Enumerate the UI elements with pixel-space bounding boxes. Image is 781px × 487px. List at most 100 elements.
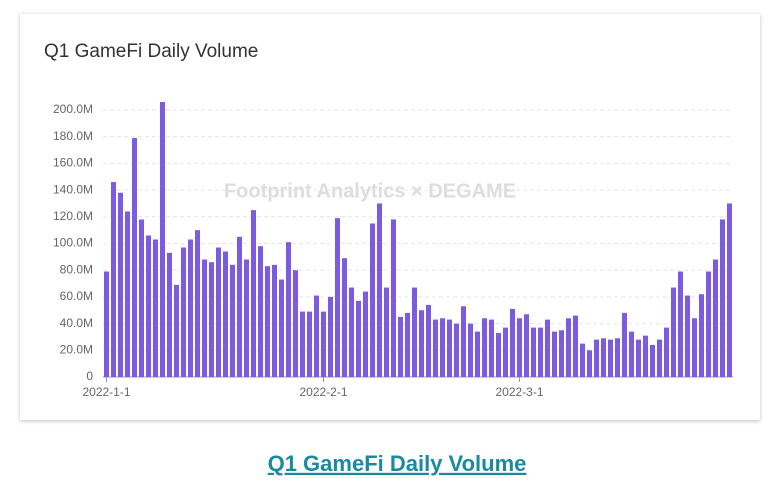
bar	[432, 319, 439, 377]
bar	[243, 259, 250, 377]
bar	[306, 311, 313, 377]
bar	[208, 262, 215, 377]
bar	[579, 343, 586, 377]
bar	[411, 287, 418, 377]
bar	[404, 312, 411, 377]
bar	[544, 319, 551, 377]
bar	[138, 219, 145, 377]
bar	[390, 219, 397, 377]
bar	[383, 287, 390, 377]
bar	[194, 230, 201, 377]
bar	[418, 310, 425, 377]
bar	[551, 331, 558, 377]
bar	[173, 284, 180, 377]
bar	[684, 295, 691, 377]
bar	[292, 270, 299, 377]
bar	[677, 271, 684, 377]
bar	[495, 332, 502, 377]
bar	[320, 311, 327, 377]
bar	[523, 314, 530, 377]
bar	[572, 315, 579, 377]
bar	[376, 203, 383, 377]
bar	[530, 327, 537, 377]
y-tick-label: 60.0M	[60, 289, 93, 303]
bar	[698, 294, 705, 377]
bar	[705, 271, 712, 377]
watermark: Footprint Analytics × DEGAME	[224, 180, 516, 202]
bar	[117, 192, 124, 377]
bar	[341, 258, 348, 377]
y-tick-label: 180.0M	[53, 129, 93, 143]
bar	[264, 266, 271, 377]
bar	[516, 318, 523, 377]
bar	[558, 330, 565, 377]
bar	[145, 235, 152, 377]
bar	[362, 291, 369, 377]
y-tick-label: 80.0M	[60, 262, 93, 276]
bar	[565, 318, 572, 377]
bar	[460, 306, 467, 377]
bar	[124, 211, 131, 377]
bar	[719, 219, 726, 377]
bar	[453, 323, 460, 377]
bar	[726, 203, 733, 377]
bar	[586, 350, 593, 377]
bar	[229, 264, 236, 377]
bar	[537, 327, 544, 377]
bar	[502, 327, 509, 377]
bar	[397, 316, 404, 377]
bar	[236, 236, 243, 377]
bar	[663, 327, 670, 377]
bar	[474, 331, 481, 377]
x-tick-label: 2022-1-1	[82, 385, 130, 399]
y-tick-label: 120.0M	[53, 209, 93, 223]
y-tick-label: 40.0M	[60, 316, 93, 330]
y-tick-label: 20.0M	[60, 342, 93, 356]
bar	[656, 339, 663, 377]
bar	[446, 319, 453, 377]
bar	[635, 339, 642, 377]
bar	[670, 287, 677, 377]
bar	[425, 304, 432, 377]
chart-title: Q1 GameFi Daily Volume	[44, 41, 258, 62]
bar	[348, 287, 355, 377]
bar	[327, 296, 334, 377]
bar	[313, 295, 320, 377]
bar	[152, 239, 159, 377]
y-tick-label: 100.0M	[53, 236, 93, 250]
bar	[159, 101, 166, 378]
bar	[180, 247, 187, 377]
bar	[299, 311, 306, 377]
bar	[607, 339, 614, 377]
bar	[334, 218, 341, 377]
y-tick-label: 160.0M	[53, 156, 93, 170]
bar	[257, 246, 264, 377]
caption-link[interactable]: Q1 GameFi Daily Volume	[268, 451, 527, 476]
bar	[285, 242, 292, 377]
y-tick-label: 0	[86, 369, 93, 383]
bar	[187, 239, 194, 377]
y-tick-label: 140.0M	[53, 182, 93, 196]
bar	[166, 252, 173, 377]
bar	[628, 331, 635, 377]
bar	[222, 251, 229, 377]
bar	[103, 271, 110, 377]
x-tick-label: 2022-3-1	[495, 385, 543, 399]
bar	[621, 312, 628, 377]
bar	[488, 319, 495, 377]
x-tick-label: 2022-2-1	[299, 385, 347, 399]
bar	[271, 264, 278, 377]
bar	[131, 138, 138, 377]
bar	[355, 300, 362, 377]
bar	[509, 308, 516, 377]
bar	[642, 335, 649, 377]
bar	[649, 344, 656, 377]
bar	[439, 318, 446, 377]
bar	[467, 323, 474, 377]
bar	[215, 247, 222, 377]
bar	[600, 338, 607, 377]
bar	[691, 318, 698, 377]
bar	[201, 259, 208, 377]
